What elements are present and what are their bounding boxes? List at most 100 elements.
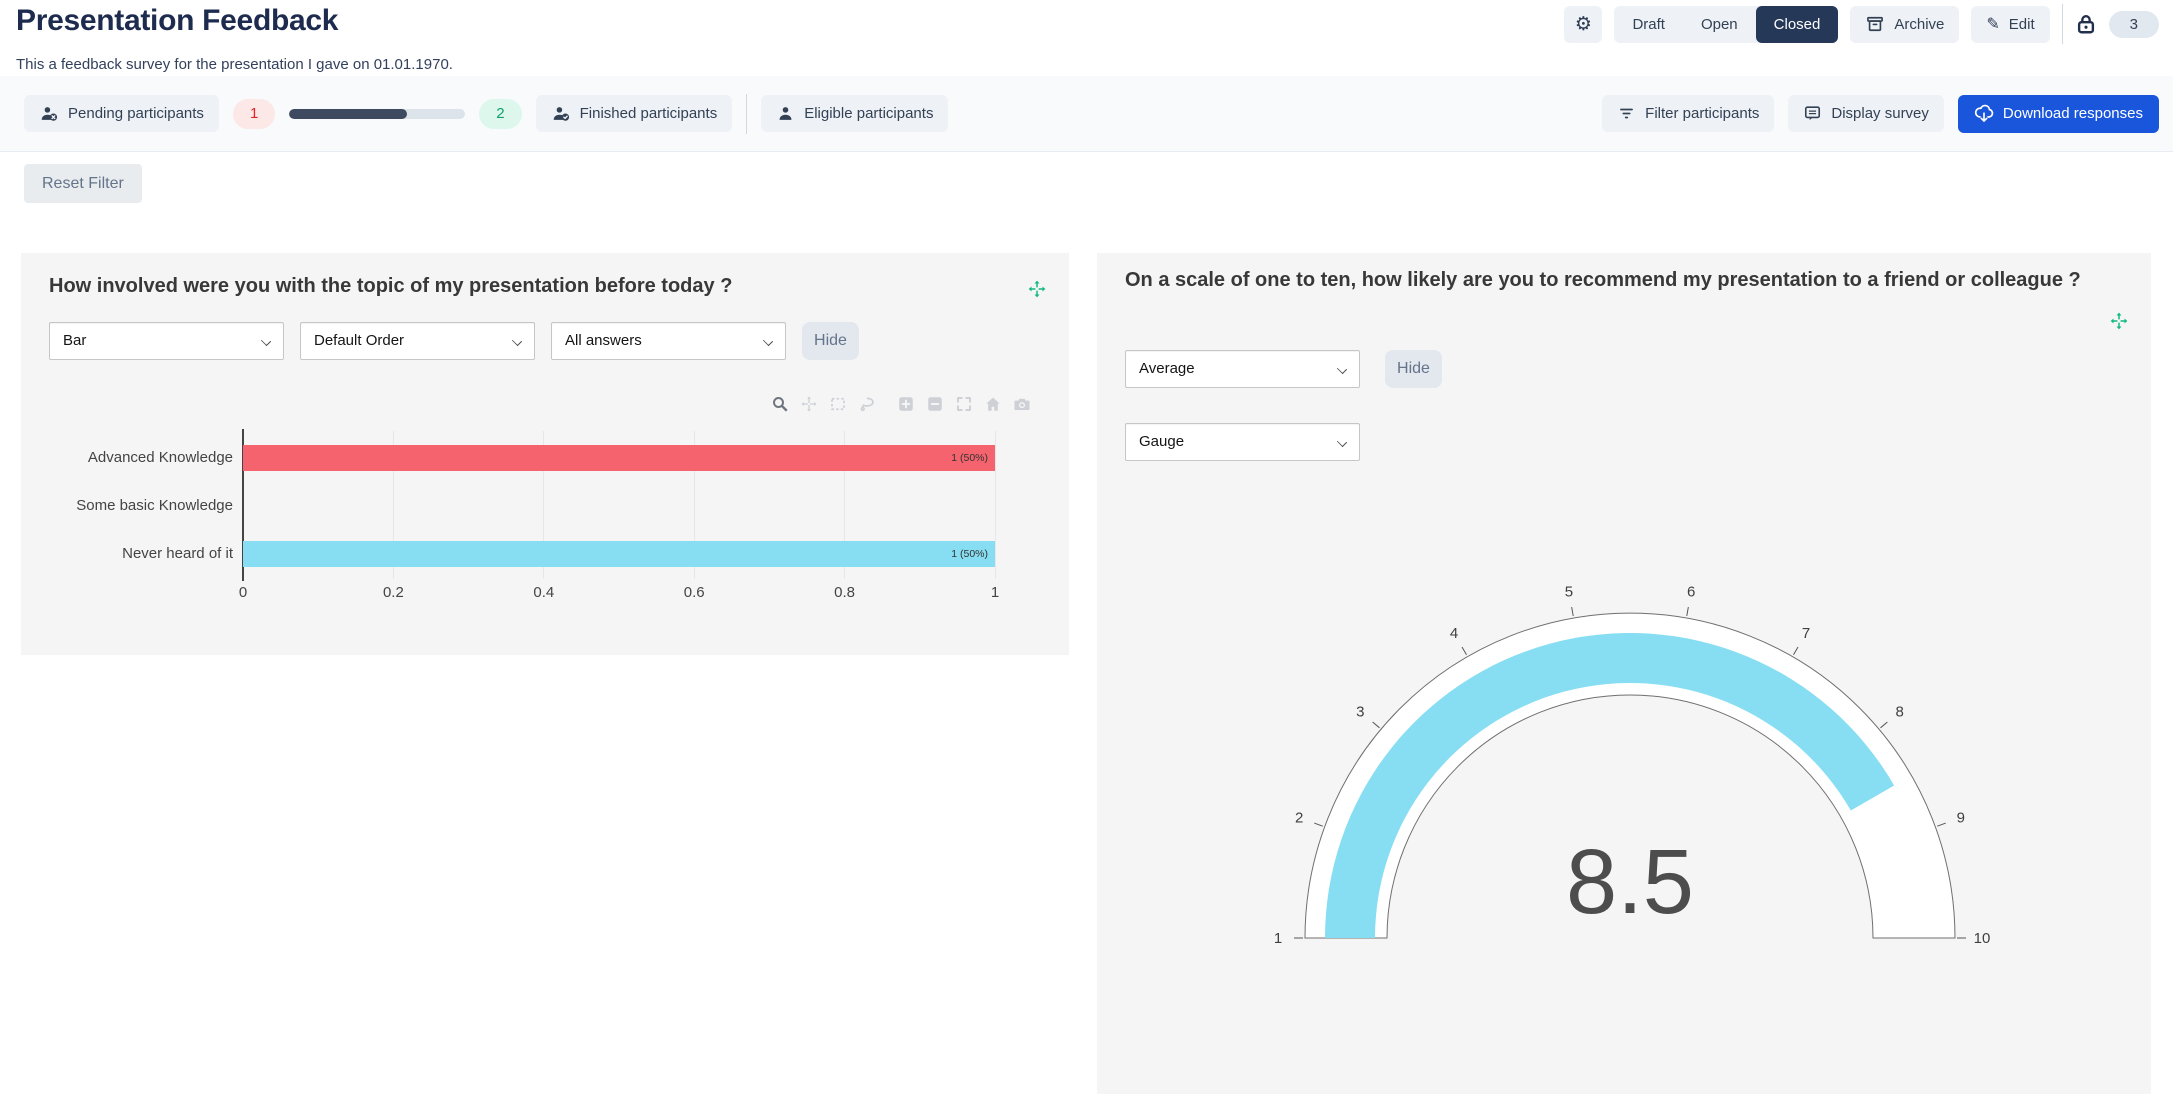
gauge-type-value: Gauge xyxy=(1139,433,1185,450)
header-actions: ⚙ Draft Open Closed Archive ✎ Edit 3 xyxy=(1564,4,2159,44)
gauge-tick xyxy=(1686,607,1689,617)
gauge-tick-label: 5 xyxy=(1565,583,1573,600)
settings-button[interactable]: ⚙ xyxy=(1564,5,1603,43)
box-select-icon[interactable] xyxy=(829,395,847,413)
category-label: Never heard of it xyxy=(122,545,233,562)
x-gridline xyxy=(392,431,394,579)
person-icon xyxy=(776,104,795,123)
bar xyxy=(243,445,995,471)
x-gridline xyxy=(844,431,846,579)
tab-closed[interactable]: Closed xyxy=(1755,5,1839,43)
edit-button[interactable]: ✎ Edit xyxy=(1971,5,2050,43)
pending-participants-button[interactable]: Pending participants xyxy=(24,95,219,132)
zoom-out-icon[interactable] xyxy=(926,395,944,413)
filter-participants-button[interactable]: Filter participants xyxy=(1602,95,1775,132)
camera-icon[interactable] xyxy=(1013,395,1031,413)
bar xyxy=(243,541,995,567)
lock-icon xyxy=(2075,12,2097,36)
x-tick-label: 1 xyxy=(990,584,1000,601)
pencil-icon: ✎ xyxy=(1986,14,2000,33)
metric-value: Average xyxy=(1139,360,1195,377)
reset-filter-button[interactable]: Reset Filter xyxy=(24,164,142,203)
gauge-tick xyxy=(1880,721,1888,729)
hide-gauge-button[interactable]: Hide xyxy=(1385,350,1442,388)
order-select[interactable]: Default Order xyxy=(300,322,535,360)
gear-icon: ⚙ xyxy=(1574,12,1592,35)
tab-open[interactable]: Open xyxy=(1700,15,1738,33)
page-subtitle: This a feedback survey for the presentat… xyxy=(16,56,453,73)
answers-select[interactable]: All answers xyxy=(551,322,786,360)
move-chart-handle[interactable] xyxy=(2109,311,2129,331)
gauge-tick-label: 6 xyxy=(1687,583,1695,600)
gauge-tick xyxy=(1314,822,1323,827)
gauge-svg: 1 2 3 4 5 6 7 8 9 10 8.5 xyxy=(1274,583,1991,947)
gauge-type-select[interactable]: Gauge xyxy=(1125,423,1360,461)
answers-value: All answers xyxy=(565,332,642,349)
pending-participants-label: Pending participants xyxy=(68,105,204,122)
download-responses-button[interactable]: Download responses xyxy=(1957,94,2159,133)
gauge-tick xyxy=(1571,607,1574,617)
category-label: Advanced Knowledge xyxy=(87,449,233,466)
x-tick-label: 0.2 xyxy=(382,584,404,601)
bar-chart: 0 0.2 0.4 0.6 0.8 1 Advanced Knowledge 1 (50%) S… xyxy=(21,253,1069,655)
gauge-tick-label: 8 xyxy=(1895,704,1903,721)
move-icon xyxy=(2109,311,2129,331)
tab-draft[interactable]: Draft xyxy=(1632,15,1665,33)
chevron-down-icon xyxy=(1336,436,1348,448)
gauge-tick-label: 9 xyxy=(1957,810,1965,827)
move-chart-handle[interactable] xyxy=(1027,279,1047,299)
gauge-value-arc xyxy=(1325,632,1895,938)
lock-indicator xyxy=(2075,12,2097,36)
gauge-tick-label: 2 xyxy=(1295,810,1303,827)
archive-button[interactable]: Archive xyxy=(1850,5,1960,43)
zoom-in-icon[interactable] xyxy=(897,395,915,413)
move-icon xyxy=(1027,279,1047,299)
finished-participants-label: Finished participants xyxy=(579,105,718,122)
eligible-participants-button[interactable]: Eligible participants xyxy=(761,95,949,132)
bar-value-label: 1 (50%) xyxy=(951,548,988,560)
home-icon[interactable] xyxy=(984,395,1002,413)
chevron-down-icon xyxy=(1336,363,1348,375)
response-count-badge: 3 xyxy=(2108,10,2159,38)
gauge-tick-label: 10 xyxy=(1974,930,1991,947)
zoom-icon[interactable] xyxy=(771,395,789,413)
gauge-value-number: 8.5 xyxy=(1566,831,1694,933)
person-check-icon xyxy=(551,104,571,123)
survey-status-tabs: Draft Open Closed xyxy=(1614,5,1839,43)
display-survey-button[interactable]: Display survey xyxy=(1788,95,1944,132)
gauge-tick xyxy=(1372,721,1380,729)
bar-chart-question-title: How involved were you with the topic of … xyxy=(49,275,733,297)
person-x-icon xyxy=(39,104,59,123)
edit-button-label: Edit xyxy=(2008,15,2035,33)
archive-icon xyxy=(1865,14,1885,34)
lasso-select-icon[interactable] xyxy=(858,395,876,413)
gauge-panel: On a scale of one to ten, how likely are… xyxy=(1097,253,2151,1094)
page-title: Presentation Feedback xyxy=(16,4,339,37)
gauge-tick xyxy=(1793,646,1799,656)
autoscale-icon[interactable] xyxy=(955,395,973,413)
filter-icon xyxy=(1617,104,1636,123)
gauge-question-title: On a scale of one to ten, how likely are… xyxy=(1125,269,2081,291)
pan-icon[interactable] xyxy=(800,395,818,413)
x-tick-label: 0.6 xyxy=(683,584,705,601)
gauge-tick-label: 7 xyxy=(1802,625,1810,642)
gauge-tick-label: 1 xyxy=(1274,930,1282,947)
metric-select[interactable]: Average xyxy=(1125,350,1360,388)
finished-count-badge: 2 xyxy=(479,98,522,129)
hide-chart-button[interactable]: Hide xyxy=(802,322,859,360)
gauge-tick xyxy=(1937,822,1946,827)
y-axis-line xyxy=(242,429,244,581)
gauge-tick-label: 3 xyxy=(1356,704,1364,721)
chart-type-select[interactable]: Bar xyxy=(49,322,284,360)
gauge-chart: 1 2 3 4 5 6 7 8 9 10 8.5 xyxy=(1230,538,2030,958)
archive-button-label: Archive xyxy=(1894,15,1945,33)
x-tick-label: 0.8 xyxy=(834,584,856,601)
gauge-tick xyxy=(1461,646,1467,656)
eligible-participants-label: Eligible participants xyxy=(804,105,934,122)
finished-participants-button[interactable]: Finished participants xyxy=(535,95,733,132)
display-survey-icon xyxy=(1803,104,1822,123)
filter-participants-label: Filter participants xyxy=(1645,105,1760,122)
participation-progress-bar xyxy=(289,108,466,119)
order-value: Default Order xyxy=(314,332,405,349)
pending-count-badge: 1 xyxy=(232,98,276,129)
